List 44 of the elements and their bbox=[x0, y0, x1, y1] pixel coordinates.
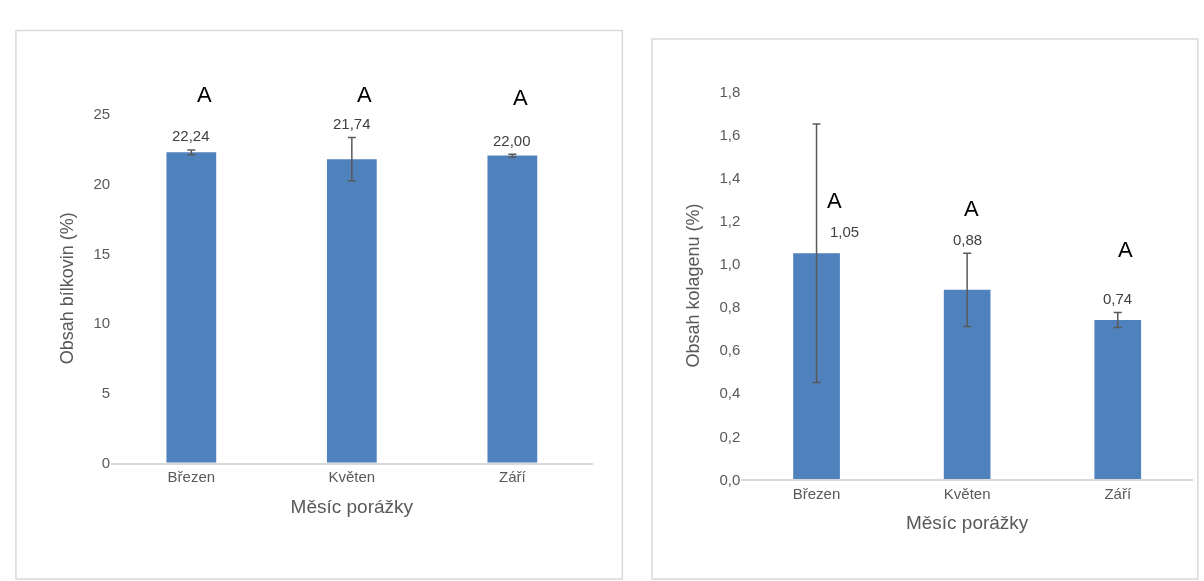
bar bbox=[326, 159, 377, 463]
y-tick-label: 20 bbox=[93, 174, 111, 192]
data-label: 22,24 bbox=[172, 127, 210, 144]
y-tick-label: 0,0 bbox=[719, 470, 741, 488]
text: A bbox=[357, 82, 372, 107]
y-tick-label: 1,6 bbox=[719, 125, 741, 143]
y-tick-label: 0,4 bbox=[719, 384, 741, 402]
text: A bbox=[197, 82, 212, 107]
y-tick-label: 0,6 bbox=[719, 341, 741, 359]
text: A bbox=[513, 85, 528, 110]
bar bbox=[943, 289, 991, 480]
bar bbox=[793, 253, 840, 480]
x-tick-label: Květen bbox=[943, 485, 991, 503]
x-tick-label: Březen bbox=[167, 468, 216, 486]
data-label: 21,74 bbox=[333, 115, 371, 132]
y-tick-label: 10 bbox=[93, 314, 111, 332]
x-axis-title: Měsíc porážky bbox=[905, 512, 1029, 534]
x-tick-label: Září bbox=[499, 468, 527, 486]
y-axis-title: Obsah bílkovin (%) bbox=[56, 212, 77, 365]
bar bbox=[166, 152, 217, 463]
x-tick-label: Březen bbox=[792, 485, 841, 503]
y-tick-label: 0,2 bbox=[719, 427, 741, 445]
annotation: A bbox=[827, 188, 842, 213]
data-label: 0,88 bbox=[953, 231, 983, 248]
y-tick-label: 15 bbox=[93, 244, 111, 262]
bar bbox=[1094, 319, 1142, 480]
x-tick-label: Září bbox=[1104, 485, 1132, 503]
data-label: 0,74 bbox=[1103, 290, 1133, 307]
y-tick-label: 0 bbox=[101, 453, 111, 471]
y-tick-label: 5 bbox=[101, 384, 111, 402]
y-tick-label: 0,8 bbox=[719, 298, 741, 316]
y-tick-label: 1,2 bbox=[719, 212, 741, 230]
y-tick-label: 1,8 bbox=[719, 82, 741, 100]
y-tick-label: 1,4 bbox=[719, 168, 741, 186]
y-tick-label: 1,0 bbox=[719, 255, 741, 273]
data-label: 22,00 bbox=[493, 132, 531, 149]
annotation: A bbox=[1118, 237, 1133, 262]
bar bbox=[487, 155, 538, 463]
annotation: A bbox=[964, 196, 979, 221]
y-axis-title: Obsah kolagenu (%) bbox=[682, 203, 703, 368]
x-axis-title: Měsíc porážky bbox=[290, 495, 414, 517]
data-label: 1,05 bbox=[830, 223, 860, 240]
y-tick-label: 25 bbox=[93, 104, 111, 122]
x-tick-label: Květen bbox=[328, 468, 376, 486]
